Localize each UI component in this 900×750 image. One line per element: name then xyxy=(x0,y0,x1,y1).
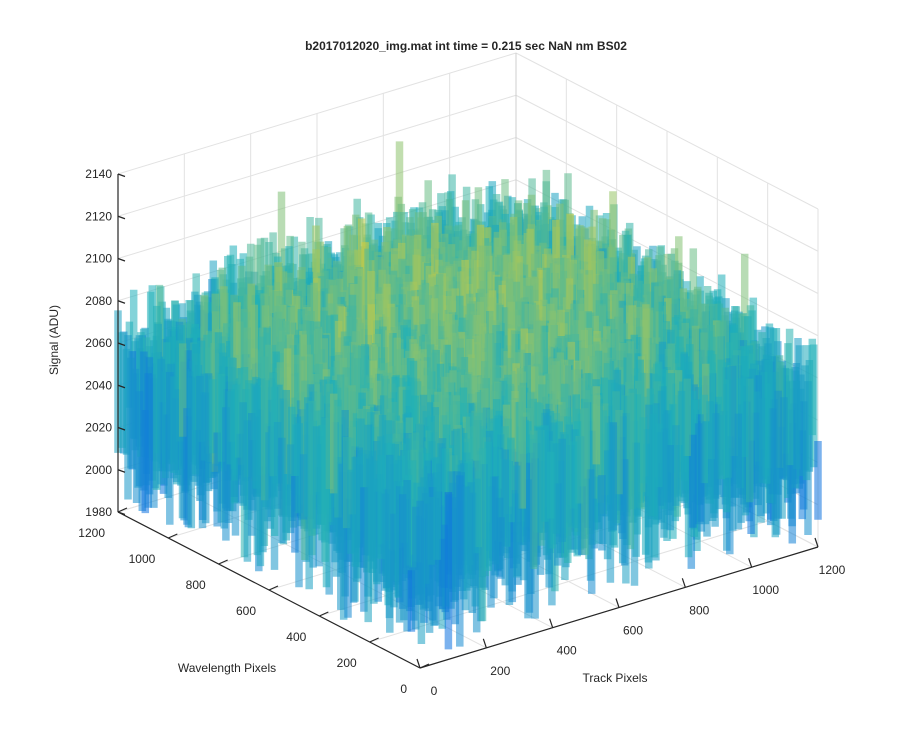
surface-mesh xyxy=(114,141,822,650)
